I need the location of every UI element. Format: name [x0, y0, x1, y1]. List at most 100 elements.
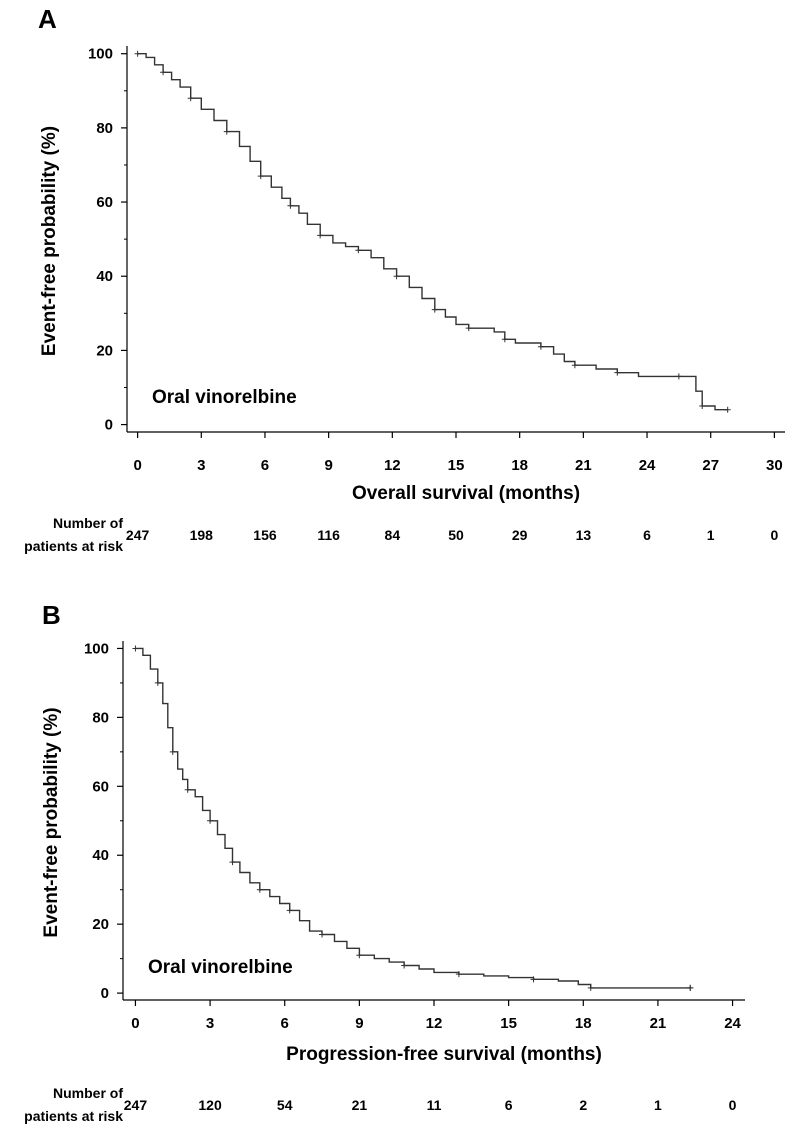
panel-b-censor-mark: [132, 645, 139, 652]
panel-b-y-tick-label: 40: [92, 847, 109, 864]
panel-a-censor-mark: [724, 406, 731, 413]
panel-b-at-risk-count: 6: [505, 1097, 513, 1113]
panel-b-y-tick-label: 20: [92, 916, 109, 933]
panel-b-at-risk-count: 0: [729, 1097, 737, 1113]
panel-b-at-risk-count: 1: [654, 1097, 662, 1113]
panel-a-series-label: Oral vinorelbine: [152, 387, 297, 408]
panel-a-x-tick-label: 9: [324, 457, 332, 474]
panel-a-x-tick-label: 6: [261, 457, 269, 474]
panel-b-x-tick-label: 9: [355, 1015, 363, 1032]
panel-b-y-tick-label: 60: [92, 778, 109, 795]
panel-b-at-risk-count: 11: [427, 1097, 442, 1113]
panel-b-censor-mark: [319, 931, 326, 938]
panel-b-censor-mark: [530, 976, 537, 983]
panel-a-censor-mark: [537, 343, 544, 350]
panel-a-censor-mark: [465, 325, 472, 332]
panel-a-x-tick-label: 12: [384, 457, 401, 474]
panel-b-y-tick-label: 100: [84, 640, 109, 657]
panel-a-at-risk-count: 6: [643, 527, 651, 543]
panel-b-risk-title-line: Number of: [53, 1085, 123, 1101]
panel-a-censor-mark: [317, 232, 324, 239]
panel-b-series-label: Oral vinorelbine: [148, 957, 293, 978]
panel-a-at-risk-count: 50: [448, 527, 464, 543]
panel-b-x-axis-label: Progression-free survival (months): [286, 1044, 602, 1065]
panel-a-x-tick-label: 24: [639, 457, 656, 474]
panel-b-at-risk-count: 54: [277, 1097, 293, 1113]
panel-a-censor-mark: [699, 403, 706, 410]
panel-b-label: B: [42, 600, 61, 630]
panel-b-risk-title-line: patients at risk: [24, 1108, 123, 1124]
panel-b-censor-mark: [154, 679, 161, 686]
panel-b-at-risk-count: 247: [124, 1097, 148, 1113]
panel-a-x-tick-label: 3: [197, 457, 205, 474]
panel-a-at-risk-count: 1: [707, 527, 715, 543]
panel-b-x-tick-label: 0: [131, 1015, 139, 1032]
panel-a-at-risk-count: 13: [576, 527, 592, 543]
panel-a-risk-title-line: patients at risk: [24, 538, 123, 554]
panel-a-y-tick-label: 0: [105, 417, 113, 434]
panel-b-y-tick-label: 80: [92, 709, 109, 726]
panel-a-x-tick-label: 18: [511, 457, 528, 474]
panel-b-survival-curve: [135, 647, 691, 989]
panel-a-x-tick-label: 15: [448, 457, 465, 474]
panel-b-x-tick-label: 18: [575, 1015, 592, 1032]
panel-a-y-tick-label: 20: [96, 342, 113, 359]
panel-b-censor-mark: [687, 984, 694, 991]
panel-a-x-tick-label: 27: [702, 457, 719, 474]
panel-a-censor-mark: [571, 362, 578, 369]
panel-a-at-risk-count: 84: [385, 527, 401, 543]
panel-a-censor-mark: [614, 369, 621, 376]
panel-b-censor-mark: [207, 817, 214, 824]
panel-b-y-axis-label: Event-free probability (%): [41, 707, 62, 937]
panel-a-censor-mark: [675, 373, 682, 380]
panel-a-at-risk-count: 0: [770, 527, 778, 543]
panel-b-censor-mark: [401, 962, 408, 969]
panel-a-survival-curve: [137, 53, 728, 411]
panel-a-censor-mark: [355, 247, 362, 254]
panel-a-at-risk-count: 198: [190, 527, 214, 543]
panel-a-y-tick-label: 60: [96, 194, 113, 211]
panel-a-censor-mark: [187, 95, 194, 102]
panel-b-at-risk-count: 2: [579, 1097, 587, 1113]
panel-a-label: A: [38, 4, 57, 34]
panel-a-censor-mark: [257, 173, 264, 180]
panel-b-at-risk-count: 120: [198, 1097, 222, 1113]
panel-a-y-tick-label: 100: [88, 46, 113, 63]
panel-a-censor-mark: [223, 128, 230, 135]
panel-a-y-tick-label: 40: [96, 268, 113, 285]
panel-b-censor-mark: [256, 886, 263, 893]
panel-b-censor-mark: [184, 786, 191, 793]
panel-a-censor-mark: [134, 50, 141, 57]
panel-a-risk-title-line: Number of: [53, 515, 123, 531]
panel-b-x-tick-label: 24: [724, 1015, 741, 1032]
panel-a-censor-mark: [501, 336, 508, 343]
panel-b-censor-mark: [356, 952, 363, 959]
panel-a-at-risk-count: 156: [253, 527, 277, 543]
panel-a-x-tick-label: 30: [766, 457, 783, 474]
panel-b-censor-mark: [229, 859, 236, 866]
panel-b-censor-mark: [455, 971, 462, 978]
panel-a-censor-mark: [393, 273, 400, 280]
panel-b-x-tick-label: 15: [500, 1015, 517, 1032]
panel-a-x-tick-label: 21: [575, 457, 592, 474]
panel-a-at-risk-count: 116: [317, 527, 340, 543]
panel-a-censor-mark: [287, 202, 294, 209]
panel-a-x-tick-label: 0: [133, 457, 141, 474]
panel-a-censor-mark: [160, 69, 167, 76]
panel-a-at-risk-count: 29: [512, 527, 528, 543]
panel-a-y-axis-label: Event-free probability (%): [39, 126, 60, 356]
panel-a-at-risk-count: 247: [126, 527, 150, 543]
panel-b-at-risk-count: 21: [352, 1097, 368, 1113]
panel-a-y-tick-label: 80: [96, 120, 113, 137]
panel-b-x-tick-label: 21: [650, 1015, 667, 1032]
panel-a-censor-mark: [431, 306, 438, 313]
panel-b-x-tick-label: 12: [426, 1015, 443, 1032]
panel-b-censor-mark: [587, 984, 594, 991]
panel-b-x-tick-label: 3: [206, 1015, 214, 1032]
panel-b-x-tick-label: 6: [281, 1015, 289, 1032]
panel-b-y-tick-label: 0: [101, 985, 109, 1002]
panel-b-censor-mark: [169, 748, 176, 755]
panel-a-x-axis-label: Overall survival (months): [352, 483, 580, 504]
panel-b-censor-mark: [286, 907, 293, 914]
